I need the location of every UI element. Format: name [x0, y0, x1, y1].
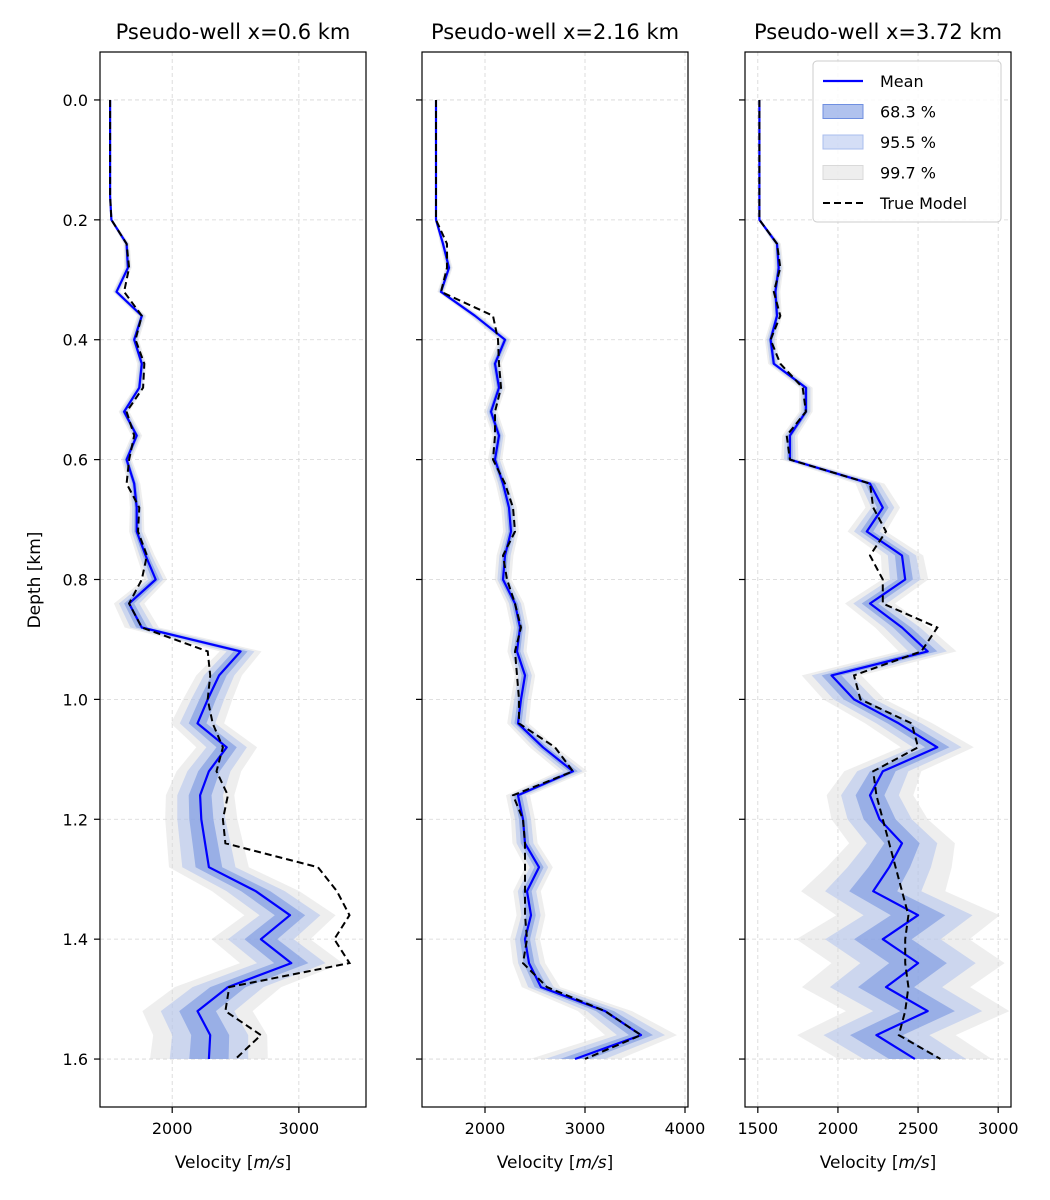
x-axis-label-unit: m/s [253, 1153, 284, 1173]
legend-swatch-band [822, 104, 864, 119]
x-tick-label: 3000 [978, 1119, 1019, 1138]
legend-label: 99.7 % [880, 164, 936, 183]
legend-box [812, 60, 1002, 223]
band-68-3 [759, 100, 955, 1059]
x-axis-label: Velocity [m/s] [175, 1153, 292, 1173]
x-tick-label: 2000 [152, 1119, 193, 1138]
y-tick-label: 0.8 [63, 571, 88, 590]
y-tick-label: 1.6 [63, 1050, 88, 1069]
y-tick-label: 0.6 [63, 451, 88, 470]
x-tick-label: 2000 [818, 1119, 859, 1138]
legend-swatch-band [822, 165, 864, 180]
panel-title: Pseudo-well x=0.6 km [116, 20, 351, 44]
mean-line [108, 100, 293, 1060]
y-axis-label: Depth [km] [25, 532, 45, 629]
true-model-line [758, 100, 941, 1060]
panel-pseudo-well-2: 2000 3000 4000 Pseudo-well x=2.16 km Velocit… [416, 20, 705, 1173]
legend: Mean 68.3 % 95.5 % 99.7 % True Model [812, 60, 1002, 223]
legend-label: 68.3 % [880, 103, 936, 122]
grid-lines [422, 52, 688, 1107]
x-axis-label-main: Velocity [ [820, 1153, 899, 1173]
x-axis-label-main: Velocity [ [175, 1153, 254, 1173]
band-99-7 [109, 100, 343, 1059]
x-tick-label: 4000 [665, 1119, 706, 1138]
x-axis-label: Velocity [m/s] [497, 1153, 614, 1173]
y-tick-label: 1.0 [63, 690, 88, 709]
mean-line [434, 100, 643, 1061]
panel-pseudo-well-1: 0.0 0.2 0.4 0.6 0.8 1.0 1.2 1.4 1.6 2000 3000 Pseud… [63, 20, 367, 1173]
legend-label: Mean [880, 72, 924, 91]
x-axis-label-main: Velocity [ [497, 1153, 576, 1173]
y-tick-label: 0.2 [63, 211, 88, 230]
x-axis-label-unit: m/s [898, 1153, 929, 1173]
legend-label: True Model [879, 194, 967, 213]
band-99-7 [758, 100, 1010, 1059]
legend-label: 95.5 % [880, 133, 936, 152]
true-model-line [109, 100, 352, 1060]
true-model-line [435, 100, 644, 1060]
x-axis-label-end: ] [285, 1153, 292, 1173]
x-axis-label-end: ] [930, 1153, 937, 1173]
x-tick-label: 3000 [565, 1119, 606, 1138]
y-tick-label: 1.2 [63, 810, 88, 829]
y-tick-label: 0.0 [63, 91, 88, 110]
x-axis-label-unit: m/s [575, 1153, 606, 1173]
x-tick-label: 2000 [465, 1119, 506, 1138]
y-tick-label: 1.4 [63, 930, 88, 949]
panel-title: Pseudo-well x=2.16 km [431, 20, 679, 44]
x-axis-label: Velocity [m/s] [820, 1153, 937, 1173]
x-tick-label: 3000 [279, 1119, 320, 1138]
panel-title: Pseudo-well x=3.72 km [754, 20, 1002, 44]
x-axis-label-end: ] [607, 1153, 614, 1173]
legend-swatch-band [822, 134, 864, 150]
x-tick-label: 1500 [737, 1119, 778, 1138]
mean-line [758, 100, 939, 1060]
x-tick-label: 2500 [898, 1119, 939, 1138]
y-tick-label: 0.4 [63, 331, 88, 350]
